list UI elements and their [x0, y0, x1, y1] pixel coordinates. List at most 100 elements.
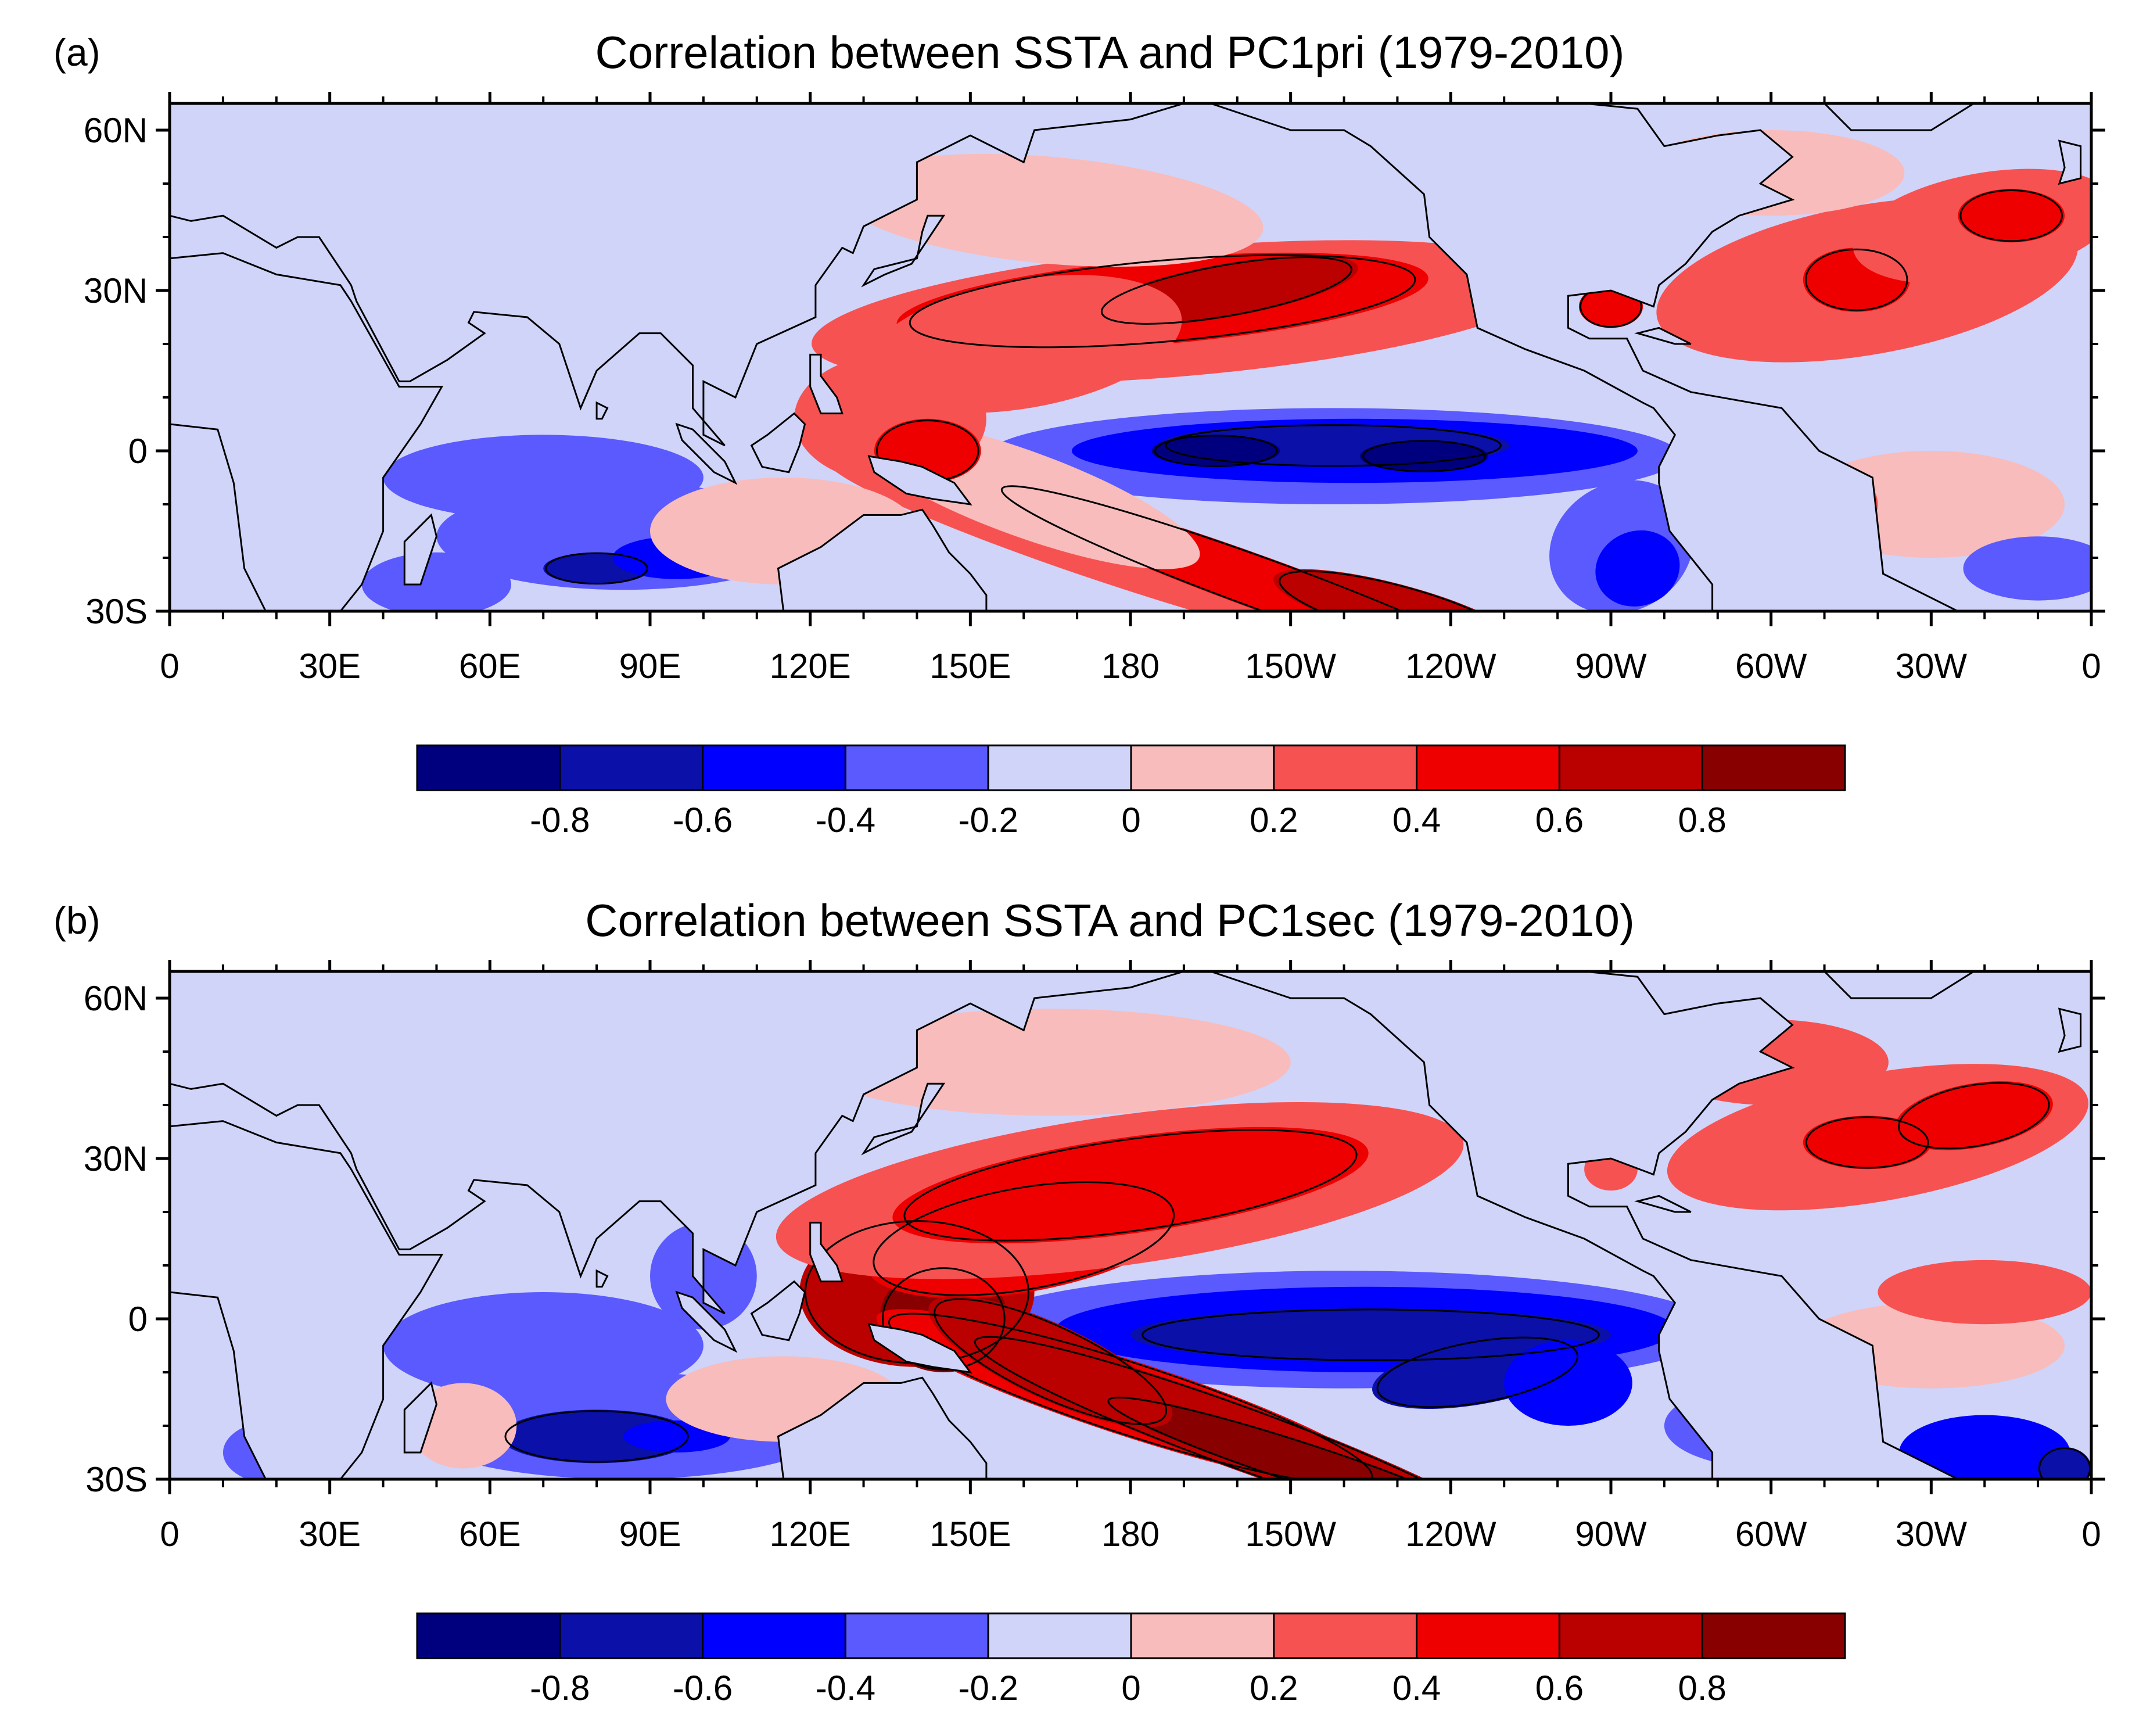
coastline [1823, 971, 1976, 999]
coastline [2058, 1007, 2082, 1053]
lon-tick-label: 0 [2081, 647, 2101, 686]
lon-tick-label: 90W [1575, 1515, 1647, 1554]
colorbar-label: -0.6 [673, 801, 733, 840]
panel-b: (b) Correlation between SSTA and PC1sec … [0, 868, 2150, 1736]
lat-axis: 60N 30N 0 30S [84, 979, 2105, 1499]
contour-line [1279, 570, 1516, 611]
lon-tick-label: 120E [770, 1515, 851, 1554]
contour-line [1959, 189, 2063, 242]
lon-tick-label: 60E [459, 1515, 521, 1554]
lon-tick-label: 120E [770, 647, 851, 686]
panel-a: (a) Correlation between SSTA and PC1pri … [53, 27, 2105, 840]
coastline [675, 1290, 738, 1353]
contour-line [903, 1129, 1358, 1242]
coastline [170, 971, 1185, 1315]
lon-tick-label: 180 [1101, 647, 1160, 686]
colorbar-swatch [416, 1612, 561, 1659]
contour-line [1154, 435, 1278, 467]
colorbar-swatch [1130, 744, 1275, 791]
colorbar-swatch [702, 744, 846, 791]
colorbar-label: -0.8 [530, 1669, 590, 1708]
colorbar-label: -0.4 [816, 801, 875, 840]
lat-tick-label: 0 [128, 1300, 148, 1339]
map-figure-b: 0 30E 60E 90E 120E 150E 180 150W 120W 90W 60W 30W 06… [84, 960, 2105, 1708]
lat-tick-label: 30N [84, 271, 148, 310]
lat-tick-label: 30S [85, 592, 148, 631]
lon-tick-label: 150E [929, 647, 1011, 686]
colorbar-label: -0.4 [816, 1669, 875, 1708]
colorbar-label: -0.8 [530, 801, 590, 840]
correlation-patch [1894, 1081, 2053, 1150]
colorbar-swatch [1273, 744, 1418, 791]
lon-tick-label: 30E [299, 1515, 361, 1554]
coastline [1210, 971, 1958, 1479]
correlation-patch [1273, 569, 1521, 611]
contour-line [909, 254, 1416, 349]
panel-label: (a) [53, 31, 100, 74]
lon-tick-label: 90E [619, 647, 681, 686]
colorbar-swatch [844, 1612, 989, 1659]
contour-line [873, 1181, 1175, 1296]
colorbar-label: -0.2 [959, 1669, 1018, 1708]
map-figure-a: 0 30E 60E 90E 120E 150E 180 150W 120W 90W 60W 30W 06… [84, 92, 2105, 840]
lon-tick-label: 0 [160, 1515, 179, 1554]
significance-lines [545, 189, 2063, 611]
colorbar-swatch [1130, 1612, 1275, 1659]
colorbar-label: 0.4 [1392, 801, 1441, 840]
correlation-patch [1151, 435, 1280, 467]
contour-line [888, 1312, 1373, 1479]
coastline [861, 1082, 946, 1156]
colorbar-swatch [1558, 1612, 1703, 1659]
lon-tick-label: 90E [619, 1515, 681, 1554]
colorbar-swatch [559, 1612, 704, 1659]
colorbar-label: 0.2 [1250, 1669, 1298, 1708]
contour-line [934, 1298, 1168, 1425]
contour-line [1100, 256, 1352, 325]
colorbar-swatch [1273, 1612, 1418, 1659]
coastline [777, 508, 988, 611]
lon-tick-label: 150W [1245, 647, 1336, 686]
correlation-patch [837, 153, 1264, 267]
lon-tick-label: 30W [1896, 647, 1968, 686]
colorbar-swatch [1701, 1612, 1846, 1659]
coastline [861, 214, 946, 288]
lon-tick-label: 60E [459, 647, 521, 686]
land-mask [170, 971, 2082, 1479]
coastline [675, 422, 738, 485]
colorbar-label: 0 [1121, 801, 1140, 840]
contour-line [882, 1267, 1006, 1371]
coastline [1823, 103, 1976, 131]
contour-line [1142, 1308, 1600, 1361]
coastline [2058, 139, 2082, 185]
lon-tick-label: 0 [2081, 1515, 2101, 1554]
lon-tick-label: 120W [1405, 1515, 1496, 1554]
contour-line [1362, 440, 1486, 472]
panel-label: (b) [53, 899, 100, 942]
contour-line [974, 1336, 1501, 1479]
contour-line [504, 1410, 689, 1463]
contour-line [1000, 485, 1527, 611]
lon-tick-label: 30E [299, 647, 361, 686]
coastline [595, 1269, 609, 1288]
colorbar-label: -0.2 [959, 801, 1018, 840]
coastline [595, 401, 609, 420]
lon-tick-label: 180 [1101, 1515, 1160, 1554]
colorbar-swatch [1701, 744, 1846, 791]
colorbar-swatch [1416, 1612, 1560, 1659]
coastline [809, 353, 844, 415]
colorbar-swatch [844, 744, 989, 791]
coastline [1634, 1195, 1692, 1213]
correlation-patch [1958, 189, 2065, 243]
correlation-patch [383, 435, 703, 521]
contour-line [1376, 1336, 1578, 1408]
lon-tick-label: 150W [1245, 1515, 1336, 1554]
panel-title: Correlation between SSTA and PC1sec (197… [585, 895, 1635, 946]
correlation-patch [2038, 1447, 2091, 1479]
colorbar-label: 0.8 [1678, 1669, 1726, 1708]
sst-field [170, 103, 2091, 611]
correlation-patch [1595, 530, 1680, 607]
lon-tick-label: 60W [1735, 1515, 1807, 1554]
colorbar-label: 0.8 [1678, 801, 1726, 840]
coastline [1210, 103, 1958, 611]
correlation-patch [383, 1292, 703, 1399]
